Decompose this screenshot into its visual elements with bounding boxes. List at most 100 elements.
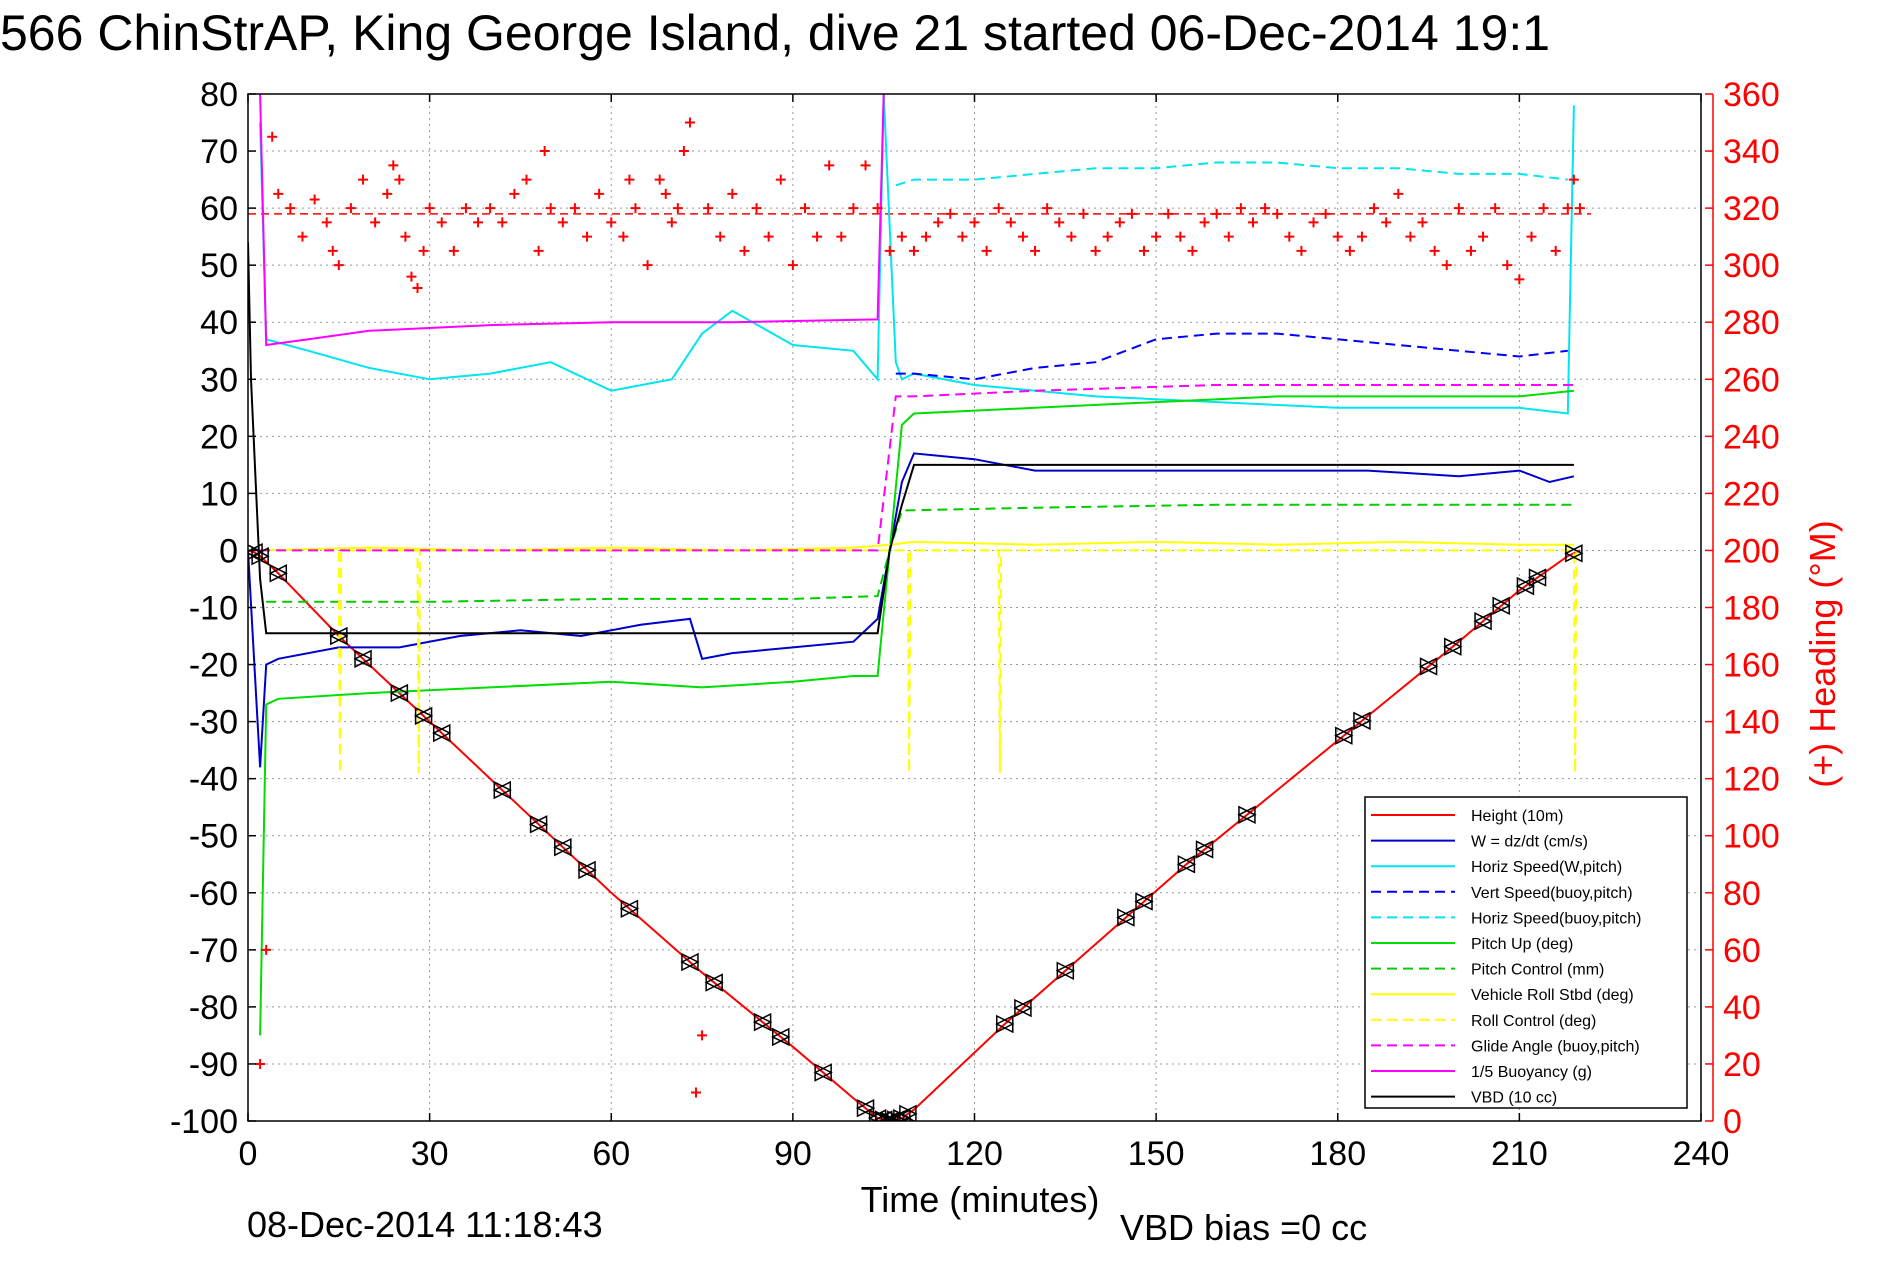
heading-point bbox=[1042, 203, 1053, 214]
heading-point bbox=[1562, 203, 1573, 214]
heading-point bbox=[933, 217, 944, 228]
x-tick-label: 210 bbox=[1491, 1135, 1548, 1173]
heading-point bbox=[1090, 245, 1101, 256]
heading-point bbox=[666, 217, 677, 228]
heading-point bbox=[1296, 245, 1307, 256]
heading-point bbox=[400, 231, 411, 242]
heading-point bbox=[1441, 260, 1452, 271]
heading-point bbox=[848, 203, 859, 214]
legend-label-9: Roll Control (deg) bbox=[1471, 1013, 1596, 1030]
heading-point bbox=[969, 217, 980, 228]
heading-point bbox=[1369, 203, 1380, 214]
depth-marker bbox=[867, 1108, 887, 1121]
y-tick-label: 50 bbox=[200, 247, 238, 285]
heading-point bbox=[606, 217, 617, 228]
heading-point bbox=[509, 188, 520, 199]
depth-marker bbox=[389, 683, 409, 703]
heading-point bbox=[1320, 208, 1331, 219]
heading-point bbox=[394, 174, 405, 185]
legend-label-1: Height (10m) bbox=[1471, 808, 1563, 825]
legend-box bbox=[1364, 796, 1688, 1109]
heading-point bbox=[775, 174, 786, 185]
x-tick-label: 30 bbox=[411, 1135, 449, 1173]
y2-tick-label: 320 bbox=[1723, 190, 1780, 228]
y2-tick-label: 160 bbox=[1723, 647, 1780, 685]
x-tick-label: 120 bbox=[946, 1135, 1003, 1173]
heading-point bbox=[388, 160, 399, 171]
heading-point bbox=[1126, 208, 1137, 219]
heading-point bbox=[406, 271, 417, 282]
heading-point bbox=[678, 146, 689, 157]
series-line-10 bbox=[260, 384, 1574, 552]
heading-point bbox=[485, 203, 496, 214]
depth-marker bbox=[248, 542, 263, 562]
y2-tick-label: 180 bbox=[1723, 590, 1780, 628]
y-tick-label: -10 bbox=[189, 590, 238, 628]
x-tick-label: 150 bbox=[1128, 1135, 1185, 1173]
heading-point bbox=[418, 245, 429, 256]
heading-point bbox=[1393, 188, 1404, 199]
heading-point bbox=[1332, 231, 1343, 242]
heading-point bbox=[908, 245, 919, 256]
y-tick-label: -100 bbox=[170, 1103, 238, 1141]
heading-point bbox=[327, 245, 338, 256]
heading-point bbox=[1211, 208, 1222, 219]
series-line-12 bbox=[248, 242, 1574, 635]
depth-marker bbox=[1116, 908, 1135, 927]
heading-point bbox=[412, 282, 423, 293]
y2-tick-label: 280 bbox=[1723, 304, 1780, 342]
x-tick-label: 240 bbox=[1673, 1135, 1730, 1173]
heading-point bbox=[1163, 208, 1174, 219]
heading-point bbox=[1308, 217, 1319, 228]
heading-point bbox=[660, 188, 671, 199]
series-line-4 bbox=[895, 332, 1568, 381]
legend-label-3: Horiz Speed(W,pitch) bbox=[1471, 859, 1622, 876]
heading-point bbox=[255, 1058, 266, 1069]
legend-label-2: W = dz/dt (cm/s) bbox=[1471, 834, 1588, 851]
heading-point bbox=[993, 203, 1004, 214]
y2-tick-label: 60 bbox=[1723, 932, 1761, 970]
heading-point bbox=[370, 217, 381, 228]
heading-point bbox=[1272, 208, 1283, 219]
heading-point bbox=[285, 203, 296, 214]
series-line-7 bbox=[266, 503, 1574, 603]
x-tick-label: 0 bbox=[239, 1135, 258, 1173]
depth-marker bbox=[1013, 998, 1032, 1018]
legend: Height (10m) W = dz/dt (cm/s) Horiz Speed(… bbox=[1364, 796, 1688, 1109]
heading-point bbox=[1017, 231, 1028, 242]
series-line-2 bbox=[248, 452, 1575, 768]
heading-point bbox=[1235, 203, 1246, 214]
heading-point bbox=[1054, 217, 1065, 228]
y-tick-label: 20 bbox=[200, 418, 238, 456]
legend-label-10: Glide Angle (buoy,pitch) bbox=[1471, 1038, 1640, 1055]
heading-point bbox=[642, 260, 653, 271]
heading-point bbox=[1381, 217, 1392, 228]
y-tick-label: 10 bbox=[200, 475, 238, 513]
heading-point bbox=[1568, 174, 1579, 185]
series-layer bbox=[248, 94, 1591, 1121]
heading-point bbox=[727, 188, 738, 199]
depth-marker bbox=[1237, 805, 1256, 825]
y2-tick-label: 40 bbox=[1723, 989, 1761, 1027]
footer-vbd-bias: VBD bias =0 cc bbox=[1120, 1207, 1367, 1248]
depth-marker bbox=[250, 546, 269, 566]
clipped-series bbox=[248, 94, 1591, 1121]
heading-point bbox=[1102, 231, 1113, 242]
legend-label-8: Vehicle Roll Stbd (deg) bbox=[1471, 987, 1634, 1004]
y2-tick-label: 340 bbox=[1723, 133, 1780, 171]
depth-marker bbox=[1443, 637, 1462, 656]
heading-point bbox=[836, 231, 847, 242]
heading-point bbox=[582, 231, 593, 242]
heading-point bbox=[1429, 245, 1440, 256]
series-line-11 bbox=[259, 94, 885, 347]
heading-point bbox=[981, 245, 992, 256]
depth-marker bbox=[704, 973, 723, 992]
series-line-3 bbox=[259, 94, 1575, 415]
depth-marker bbox=[1334, 726, 1353, 745]
heading-point bbox=[957, 231, 968, 242]
heading-point bbox=[594, 188, 605, 199]
series-line-6 bbox=[259, 389, 1575, 1036]
depth-marker bbox=[492, 780, 512, 800]
heading-point bbox=[1514, 274, 1525, 285]
